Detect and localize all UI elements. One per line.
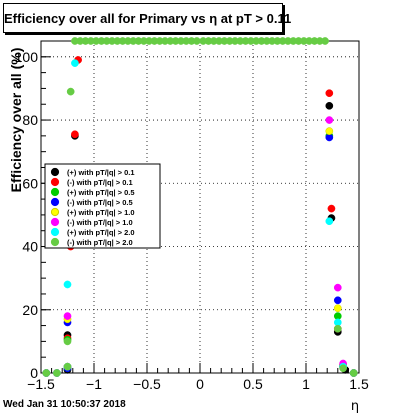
x-tick-label: 1: [302, 376, 310, 392]
legend-entry: (-) with pT/|q| > 0.1: [67, 178, 133, 187]
timestamp: Wed Jan 31 10:50:37 2018: [3, 399, 126, 410]
x-tick-label: 0.5: [243, 376, 263, 392]
legend-entry: (-) with pT/|q| > 1.0: [67, 218, 133, 227]
data-point-series-7: [66, 87, 75, 96]
legend-marker: [50, 237, 60, 247]
legend-marker: [50, 167, 60, 177]
y-axis-label: Efficiency over all (%): [8, 48, 24, 193]
chart-title: Efficiency over all for Primary vs η at …: [3, 3, 291, 33]
y-tick-label: 60: [22, 175, 38, 191]
y-tick-label: 100: [15, 49, 39, 65]
data-point-series-4: [325, 127, 334, 135]
data-point-series-4: [333, 304, 342, 313]
y-tick-label: 80: [22, 112, 38, 128]
data-point-series-6: [71, 59, 79, 67]
x-tick-label: 1.5: [349, 376, 369, 392]
y-tick-label: 20: [22, 302, 38, 318]
legend-entry: (+) with pT/|q| > 1.0: [67, 208, 135, 217]
x-axis-label: η: [351, 399, 359, 414]
y-tick-label: 40: [22, 239, 38, 255]
data-point-series-6: [325, 217, 334, 226]
legend-marker: [50, 217, 60, 227]
y-tick-label: 0: [30, 365, 38, 381]
data-point-series-7: [53, 369, 61, 377]
data-point-series-1: [71, 130, 79, 139]
legend-marker: [50, 187, 60, 197]
data-point-series-6: [63, 280, 72, 289]
data-point-series-7: [42, 369, 51, 377]
data-point-series-0: [325, 101, 334, 110]
x-tick-label: −1.5: [27, 376, 55, 392]
legend-entry: (-) with pT/|q| > 2.0: [67, 238, 133, 247]
legend-marker: [50, 227, 60, 237]
legend-marker: [50, 207, 60, 217]
legend-marker: [50, 197, 60, 207]
data-point-series-7: [63, 362, 72, 371]
legend-box: [44, 163, 161, 249]
data-point-series-5: [63, 312, 72, 320]
data-point-series-1: [325, 89, 334, 98]
data-point-series-5: [325, 116, 334, 124]
x-tick-label: −1: [86, 376, 102, 392]
data-point-series-1: [327, 204, 336, 213]
x-tick-label: 0: [196, 376, 204, 392]
data-point-series-7: [333, 324, 342, 333]
x-tick-label: −0.5: [133, 376, 161, 392]
data-point-series-5: [333, 283, 342, 292]
data-point-series-3: [333, 296, 342, 305]
legend-entry: (+) with pT/|q| > 2.0: [67, 228, 135, 237]
data-point-series-7: [321, 37, 329, 45]
legend-entry: (+) with pT/|q| > 0.1: [67, 168, 135, 177]
data-point-series-7: [63, 337, 72, 346]
data-point-series-7: [349, 369, 358, 377]
legend-marker: [50, 177, 60, 187]
legend-entry: (+) with pT/|q| > 0.5: [67, 188, 135, 197]
legend-entry: (-) with pT/|q| > 0.5: [67, 198, 133, 207]
data-point-series-7: [339, 364, 347, 373]
